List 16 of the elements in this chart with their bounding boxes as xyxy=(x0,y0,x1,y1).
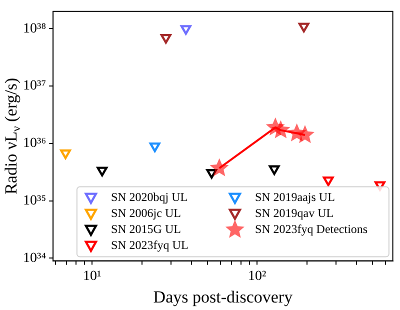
x-axis-title: Days post-discovery xyxy=(153,287,294,306)
y-axis-title: Radio νLν (erg/s) xyxy=(1,78,24,194)
legend-label: SN 2015G UL xyxy=(110,222,181,236)
y-tick-label: 10³⁶ xyxy=(23,136,46,152)
y-tick-label: 10³⁴ xyxy=(23,250,46,266)
legend-label: SN 2006jc UL xyxy=(110,206,181,220)
y-tick-label: 10³⁵ xyxy=(23,193,46,208)
y-tick-label: 10³⁷ xyxy=(23,78,46,94)
legend-label: SN 2019aajs UL xyxy=(254,190,335,204)
x-tick-label: 10¹ xyxy=(83,268,102,284)
x-tick-label: 10² xyxy=(248,268,266,284)
y-tick-label: 10³⁸ xyxy=(23,21,46,36)
legend-label: SN 2020bqj UL xyxy=(110,190,188,204)
legend-label: SN 2019qav UL xyxy=(254,206,334,220)
legend-label: SN 2023fyq Detections xyxy=(254,222,368,236)
legend-label: SN 2023fyq UL xyxy=(110,238,188,252)
